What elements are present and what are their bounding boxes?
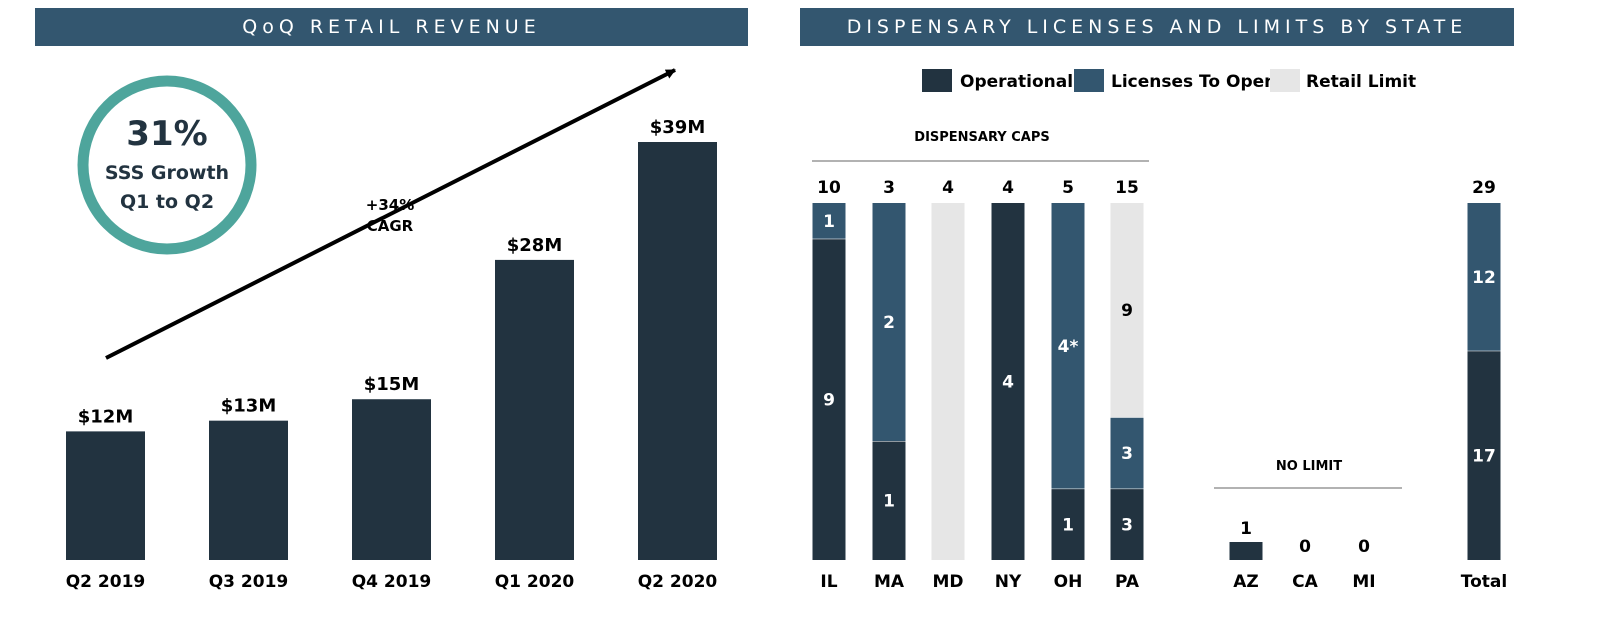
nolimit-value-label: 1 [1240,519,1252,539]
stack-segment-licenses [812,203,846,239]
revenue-banner: QoQ RETAIL REVENUE [35,8,748,46]
state-label: MA [874,572,905,592]
stack-total-label: 4 [942,178,954,198]
segment-label: 12 [1472,268,1496,288]
caps-group-label: DISPENSARY CAPS [914,130,1049,145]
stack-segment-operational [872,441,906,560]
state-label: IL [820,572,837,592]
cagr-arrow [105,68,676,360]
stack-total-label: 5 [1062,178,1074,198]
growth-value: 31% [126,114,207,154]
nolimit-bar [1229,542,1263,560]
revenue-bar [352,399,431,560]
growth-circle [77,75,257,255]
revenue-bar [495,259,574,560]
segment-label: 9 [823,390,835,410]
segment-label: 1 [1062,515,1074,535]
revenue-category-label: Q2 2019 [66,572,146,592]
revenue-value-label: $28M [507,235,563,256]
legend-licenses-swatch [1074,69,1104,92]
state-label: AZ [1233,572,1258,592]
segment-label: 3 [1121,515,1133,535]
stack-segment-limit [1110,203,1144,418]
legend: Operational Licenses To Open Retail Limi… [922,69,1416,92]
state-label: MD [932,572,963,592]
growth-line1: SSS Growth [105,162,229,184]
revenue-category-label: Q2 2020 [638,572,718,592]
nolimit-value-label: 0 [1358,537,1370,557]
licenses-title: DISPENSARY LICENSES AND LIMITS BY STATE [846,16,1468,38]
revenue-value-label: $12M [78,406,134,427]
state-label: PA [1115,572,1140,592]
stack-segment-operational [1110,488,1144,560]
revenue-bar [209,420,288,560]
stack-total-label: 29 [1472,178,1496,198]
segment-label: 4 [1002,373,1014,393]
stack-segment-operational [812,238,846,560]
revenue-category-label: Q4 2019 [352,572,432,592]
stack-segment-licenses [1467,203,1501,351]
stack-segment-licenses [1051,203,1085,489]
stack-total-label: 4 [1002,178,1014,198]
revenue-title: QoQ RETAIL REVENUE [242,16,541,38]
revenue-bar [66,431,145,560]
growth-line2: Q1 to Q2 [120,191,214,213]
stack-total-label: 10 [817,178,841,198]
segment-label: 9 [1121,301,1133,321]
stack-total-label: 3 [883,178,895,198]
revenue-chart: 31% SSS Growth Q1 to Q2 +34% CAGR $12M Q2… [66,68,718,592]
state-label: OH [1054,572,1083,592]
legend-licenses-label: Licenses To Open [1111,72,1276,92]
stack-segment-licenses [1110,417,1144,489]
legend-limit-swatch [1270,69,1300,92]
stack-total-label: 15 [1115,178,1139,198]
revenue-value-label: $15M [364,374,420,395]
stack-segment-limit [931,203,965,560]
stack-segment-operational [991,203,1025,560]
state-label: Total [1461,572,1507,592]
legend-limit-label: Retail Limit [1306,72,1416,92]
legend-operational-label: Operational [960,72,1073,92]
cagr-line1: +34% [366,196,414,214]
licenses-banner: DISPENSARY LICENSES AND LIMITS BY STATE [800,8,1514,46]
nolimit-value-label: 0 [1299,537,1311,557]
segment-label: 1 [883,492,895,512]
segment-label: 3 [1121,444,1133,464]
stack-segment-operational [1467,350,1501,560]
revenue-category-label: Q3 2019 [209,572,289,592]
revenue-bar [638,142,717,560]
state-label: MI [1352,572,1375,592]
state-label: NY [995,572,1022,592]
cagr-line2: CAGR [367,217,414,235]
segment-label: 2 [883,313,895,333]
stack-segment-operational [1051,488,1085,560]
legend-operational-swatch [922,69,952,92]
nolimit-group-label: NO LIMIT [1276,459,1342,474]
segment-label: 17 [1472,446,1496,466]
segment-label: 4* [1058,337,1079,357]
revenue-value-label: $13M [221,396,277,417]
revenue-category-label: Q1 2020 [495,572,575,592]
stack-segment-licenses [872,203,906,441]
segment-label: 1 [823,212,835,232]
revenue-value-label: $39M [650,117,706,138]
state-label: CA [1292,572,1318,592]
